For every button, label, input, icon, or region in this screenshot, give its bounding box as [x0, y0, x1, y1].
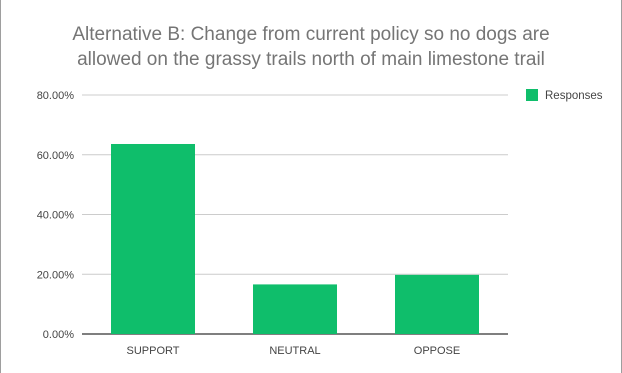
y-tick-label: 60.00%	[37, 150, 75, 162]
legend-swatch	[526, 89, 538, 101]
chart-title-line-1: Alternative B: Change from current polic…	[72, 24, 550, 45]
bar-support	[111, 143, 195, 334]
x-tick-label: NEUTRAL	[269, 345, 320, 357]
bar-neutral	[253, 284, 337, 334]
y-tick-label: 40.00%	[37, 210, 75, 222]
y-tick-label: 80.00%	[37, 90, 75, 102]
bar-oppose	[395, 274, 479, 334]
legend-label: Responses	[545, 90, 603, 102]
y-tick-label: 20.00%	[37, 269, 75, 281]
x-tick-label: SUPPORT	[127, 345, 180, 357]
chart-title-line-2: allowed on the grassy trails north of ma…	[77, 49, 545, 70]
x-tick-label: OPPOSE	[414, 345, 460, 357]
y-tick-label: 0.00%	[43, 329, 74, 341]
